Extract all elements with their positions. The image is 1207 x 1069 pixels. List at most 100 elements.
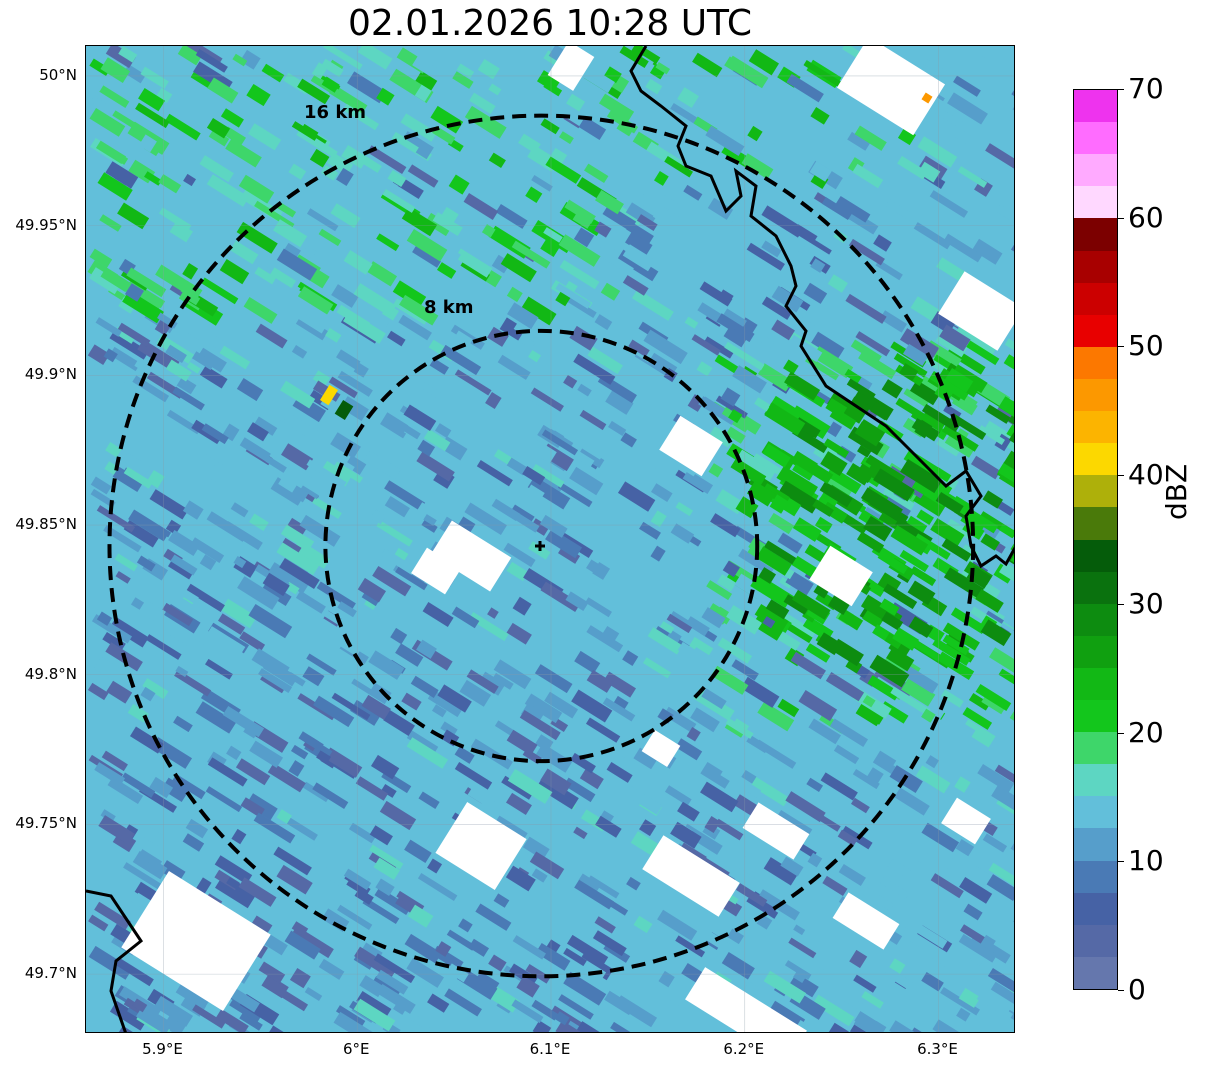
echo-patch bbox=[785, 570, 814, 596]
echo-patch bbox=[689, 375, 713, 398]
echo-patch bbox=[793, 924, 806, 936]
echo-patch bbox=[867, 675, 900, 701]
echo-patch bbox=[102, 631, 126, 652]
echo-patch bbox=[281, 537, 302, 555]
echo-patch bbox=[336, 304, 371, 331]
echo-patch bbox=[975, 589, 1004, 613]
echo-patch bbox=[686, 727, 701, 742]
echo-patch bbox=[994, 764, 1014, 786]
echo-patch bbox=[338, 638, 361, 657]
echo-patch bbox=[336, 349, 361, 370]
echo-patch bbox=[169, 221, 193, 243]
echo-patch bbox=[555, 291, 571, 307]
echo-patch bbox=[942, 634, 970, 656]
echo-patch bbox=[123, 862, 163, 890]
lat-tick-label: 49.75°N bbox=[15, 814, 77, 833]
echo-patch bbox=[578, 446, 605, 469]
echo-patch bbox=[451, 606, 480, 629]
echo-patch bbox=[243, 296, 278, 324]
echo-patch bbox=[684, 316, 699, 329]
echo-patch bbox=[295, 590, 326, 614]
echo-patch bbox=[836, 46, 946, 136]
echo-patch bbox=[368, 650, 405, 680]
echo-patch bbox=[507, 302, 539, 330]
echo-patch bbox=[280, 380, 316, 409]
echo-patch bbox=[330, 432, 361, 459]
colorbar-segment bbox=[1074, 89, 1117, 123]
echo-patch bbox=[913, 222, 952, 250]
echo-patch bbox=[687, 636, 714, 660]
echo-patch bbox=[771, 285, 804, 313]
echo-patch bbox=[423, 429, 451, 452]
echo-patch bbox=[810, 258, 826, 273]
echo-patch bbox=[540, 581, 581, 612]
echo-patch bbox=[810, 171, 829, 190]
colorbar-tick bbox=[1118, 475, 1124, 477]
echo-patch bbox=[639, 521, 661, 540]
echo-patch bbox=[470, 738, 513, 770]
echo-patch bbox=[109, 1000, 148, 1031]
echo-patch bbox=[291, 345, 308, 359]
echo-patch bbox=[245, 793, 278, 821]
echo-patch bbox=[777, 809, 813, 835]
echo-patch bbox=[494, 815, 528, 841]
echo-patch bbox=[115, 571, 131, 584]
echo-patch bbox=[529, 851, 565, 880]
colorbar-tick bbox=[1118, 861, 1124, 863]
echo-patch bbox=[847, 157, 865, 175]
echo-patch bbox=[412, 245, 442, 268]
echo-patch bbox=[522, 466, 546, 486]
echo-patch bbox=[889, 1020, 922, 1032]
echo-patch bbox=[361, 694, 391, 720]
echo-patch bbox=[427, 858, 443, 874]
echo-patch bbox=[740, 676, 780, 708]
echo-patch bbox=[761, 240, 782, 258]
echo-patch bbox=[191, 351, 216, 370]
colorbar-tick-label: 20 bbox=[1128, 715, 1164, 749]
echo-patch bbox=[675, 738, 703, 761]
echo-patch bbox=[647, 627, 683, 655]
echo-patch bbox=[98, 815, 135, 845]
echo-patch bbox=[140, 686, 156, 702]
echo-patch bbox=[846, 378, 876, 401]
echo-patch bbox=[540, 239, 560, 258]
lat-lon-grid bbox=[86, 46, 1014, 1032]
echo-patch bbox=[573, 353, 616, 385]
echo-patch bbox=[261, 581, 292, 607]
echo-patch bbox=[222, 705, 265, 738]
echo-patch bbox=[267, 763, 306, 793]
echo-patch bbox=[933, 850, 955, 870]
echo-patch bbox=[532, 464, 565, 488]
echo-patch bbox=[600, 282, 621, 301]
echo-patch bbox=[312, 370, 331, 387]
echo-patch bbox=[903, 388, 929, 408]
echo-patch bbox=[998, 523, 1014, 539]
echo-patch bbox=[982, 490, 1004, 509]
echo-patch bbox=[222, 126, 246, 146]
echo-patch bbox=[700, 761, 733, 789]
echo-patch bbox=[236, 378, 264, 402]
echo-patch bbox=[585, 597, 612, 618]
echo-patch bbox=[162, 1014, 187, 1032]
echo-patch bbox=[223, 521, 263, 551]
lat-tick-label: 49.7°N bbox=[24, 964, 77, 983]
echo-patch bbox=[297, 286, 334, 315]
echo-patch bbox=[200, 460, 226, 484]
echo-patch bbox=[376, 233, 400, 252]
echo-patch bbox=[120, 772, 156, 798]
echo-patch bbox=[136, 555, 156, 572]
echo-patch bbox=[405, 378, 433, 401]
echo-patch bbox=[976, 46, 995, 61]
echo-patch bbox=[820, 451, 848, 477]
echo-patch bbox=[186, 583, 225, 613]
echo-patch bbox=[481, 224, 496, 238]
echo-patch bbox=[535, 943, 571, 971]
echo-patch bbox=[980, 533, 1000, 551]
radar-map[interactable]: 8 km 16 km bbox=[85, 45, 1015, 1033]
echo-patch bbox=[265, 456, 287, 473]
echo-patch bbox=[89, 107, 126, 137]
echo-patch bbox=[254, 89, 268, 102]
echo-patch bbox=[675, 935, 706, 958]
echo-patch bbox=[506, 286, 523, 303]
echo-patch bbox=[375, 878, 395, 896]
